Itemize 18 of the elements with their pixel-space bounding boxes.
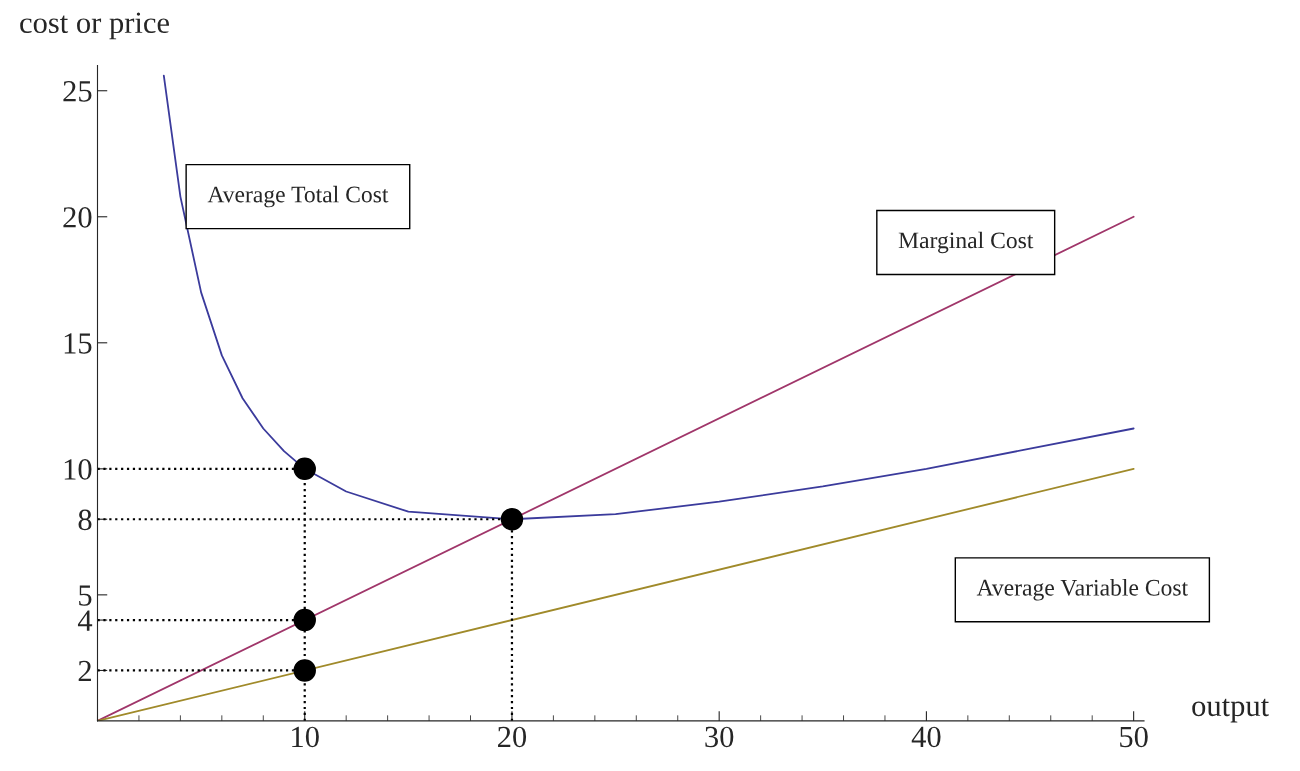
y-tick-label: 20 [63,207,92,228]
x-tick-label: 40 [911,726,941,748]
y-tick-label: 4 [77,610,93,631]
series-label: Marginal Cost [898,231,1034,254]
x-tick-label: 50 [1120,726,1148,748]
y-tick-label: 25 [63,81,92,102]
y-tick-label: 8 [78,509,92,531]
series-label: Average Total Cost [207,185,389,208]
y-tick-label: 2 [78,660,91,682]
text: Average Variable Cost [976,579,1188,601]
x-axis-title: output [1192,698,1270,723]
y-tick-label: 10 [64,459,92,480]
x-tick-label: 30 [705,726,734,748]
x-tick-label: 10 [292,726,319,748]
y-tick-label: 5 [79,585,92,606]
y-tick-label: 15 [64,333,92,354]
x-tick-label: 20 [498,726,527,748]
y-axis-title: cost or price [20,12,169,40]
